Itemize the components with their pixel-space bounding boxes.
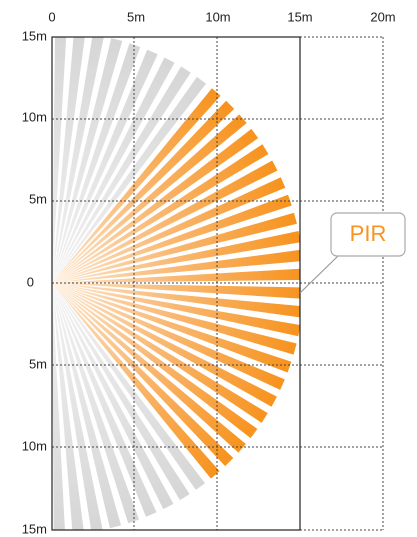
detection-beam	[52, 283, 277, 407]
detection-beam	[52, 283, 285, 390]
inactive-beam	[52, 38, 123, 283]
detection-beam	[52, 283, 300, 337]
inactive-beam	[52, 283, 157, 517]
y-label: 10m	[22, 438, 47, 453]
inactive-beam	[52, 76, 207, 284]
inactive-beam	[52, 283, 122, 529]
inactive-beam	[52, 283, 140, 524]
inactive-beam	[52, 49, 158, 283]
y-label: 15m	[22, 28, 47, 43]
detection-beam	[52, 283, 297, 355]
inactive-beam	[52, 283, 206, 490]
detection-frame	[51, 36, 301, 531]
detection-beam	[52, 194, 292, 283]
y-label: 0	[27, 274, 34, 289]
detection-beam	[52, 88, 221, 283]
detection-beam	[52, 283, 258, 439]
detection-beam	[52, 283, 300, 318]
detection-beam	[52, 114, 247, 283]
y-label: 10m	[22, 109, 47, 124]
detection-beam	[52, 283, 292, 373]
inactive-beam	[52, 66, 191, 283]
x-label: 20m	[370, 9, 395, 24]
detection-beam	[52, 212, 297, 283]
detection-beam	[52, 128, 259, 283]
x-label: 15m	[287, 9, 312, 24]
inactive-beam	[52, 43, 141, 283]
beams	[52, 37, 300, 530]
inactive-beam	[52, 283, 65, 530]
y-label: 5m	[29, 356, 47, 371]
detection-beam	[52, 177, 286, 283]
detection-beam	[52, 268, 300, 283]
x-label: 0	[48, 9, 55, 24]
callout-label: PIR	[350, 221, 387, 246]
detection-beam	[52, 283, 268, 423]
detection-beam	[52, 283, 220, 479]
inactive-beam	[52, 283, 103, 530]
inactive-beam	[52, 37, 104, 283]
inactive-beam	[52, 283, 174, 510]
inactive-beam	[52, 57, 175, 284]
x-label: 10m	[205, 9, 230, 24]
y-label: 15m	[22, 521, 47, 536]
x-label: 5m	[127, 9, 145, 24]
detection-beam	[52, 283, 234, 467]
inactive-beam	[52, 283, 190, 501]
detection-beam	[52, 160, 278, 283]
detection-beam	[52, 144, 269, 283]
inactive-beam	[52, 37, 85, 283]
inactive-beam	[52, 37, 67, 283]
detection-beam	[52, 100, 235, 283]
pir-callout: PIR	[299, 212, 406, 294]
detection-beam	[52, 231, 300, 283]
detection-beam	[52, 283, 300, 299]
y-label: 5m	[29, 191, 47, 206]
detection-beam	[52, 283, 246, 453]
